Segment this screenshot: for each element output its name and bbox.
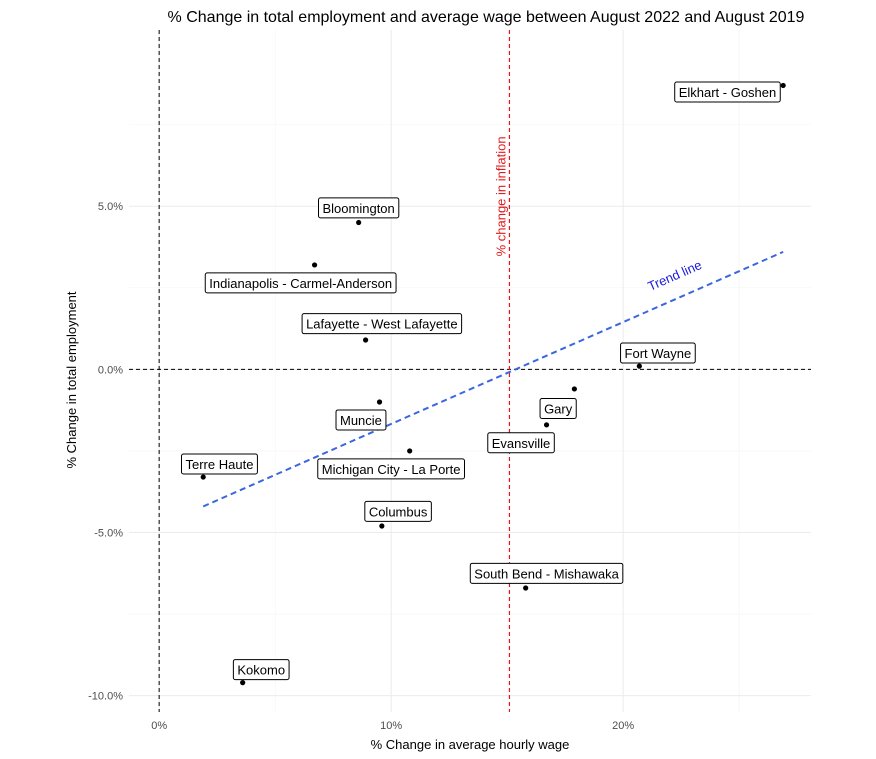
point-label-box [317, 458, 465, 480]
point-label-text: Kokomo [237, 663, 285, 678]
y-tick-label: 0.0% [98, 364, 123, 376]
y-tick-label: -10.0% [88, 691, 123, 703]
point-label-box [318, 197, 400, 219]
x-tick-label: 20% [612, 720, 634, 732]
point-label: Columbus [364, 500, 432, 522]
point-label-box [335, 409, 387, 431]
point-label-text: Lafayette - West Lafayette [306, 317, 458, 332]
data-point [636, 363, 642, 369]
x-tick-label: 0% [151, 720, 167, 732]
reference-lines: % change in inflation [129, 30, 811, 712]
y-axis-title: % Change in total employment [64, 291, 79, 468]
point-label: Muncie [335, 409, 387, 431]
point-label: Bloomington [318, 197, 400, 219]
data-point [543, 422, 550, 428]
y-tick-label: 5.0% [98, 201, 123, 213]
data-point [571, 386, 577, 392]
point-label-box [204, 272, 397, 294]
point-label-box [301, 313, 463, 335]
point-label: Lafayette - West Lafayette [301, 313, 463, 335]
trend-line [202, 250, 784, 508]
point-label: Elkhart - Goshen [674, 81, 781, 103]
point-label-box [181, 453, 258, 475]
inflation-annotation: % change in inflation [493, 136, 508, 256]
point-label: South Bend - Mishawaka [469, 562, 624, 584]
point-label-box [487, 432, 555, 454]
point-label: Terre Haute [181, 453, 258, 475]
point-label-box [620, 342, 696, 364]
point-label: Indianapolis - Carmel-Anderson [204, 272, 397, 294]
point-label-text: Terre Haute [186, 457, 254, 472]
point-label-box [469, 562, 624, 584]
point-label-text: Michigan City - La Porte [322, 462, 461, 477]
data-points [200, 82, 786, 686]
data-point [311, 262, 318, 268]
point-label-box [232, 659, 290, 681]
data-point [780, 82, 786, 89]
point-label-text: Indianapolis - Carmel-Anderson [209, 276, 392, 291]
data-point [376, 399, 383, 405]
point-label-text: Fort Wayne [625, 346, 692, 361]
point-label: Evansville [487, 432, 555, 454]
point-label-text: Columbus [369, 504, 428, 519]
x-tick-label: 10% [380, 720, 402, 732]
point-label: Fort Wayne [620, 342, 696, 364]
point-label-text: Bloomington [323, 201, 395, 216]
point-label: Michigan City - La Porte [317, 458, 465, 480]
point-label-text: Elkhart - Goshen [679, 85, 777, 100]
x-axis-title: % Change in average hourly wage [371, 737, 570, 752]
data-point [523, 585, 529, 591]
point-label: Gary [539, 398, 577, 420]
point-label-box [364, 500, 432, 522]
point-labels: Elkhart - Goshen Bloomington Indianapolis … [181, 81, 781, 681]
axis-ticks: 0% 10% 20% -10.0% -5.0% 0.0% 5.0% [88, 201, 634, 732]
data-point [356, 219, 362, 226]
point-label-text: South Bend - Mishawaka [474, 566, 619, 581]
point-label-box [674, 81, 781, 103]
point-label-box [539, 398, 577, 420]
point-label-text: Evansville [492, 436, 551, 451]
data-point [407, 448, 413, 454]
data-point [363, 337, 369, 343]
y-tick-label: -5.0% [94, 528, 123, 540]
trend-annotation: Trend line [645, 257, 704, 294]
point-label-text: Gary [544, 402, 573, 417]
chart-title: % Change in total employment and average… [168, 9, 805, 26]
data-point [240, 680, 246, 686]
point-label: Kokomo [232, 659, 290, 681]
data-point [200, 474, 206, 480]
data-point [379, 523, 385, 529]
point-label-text: Muncie [340, 413, 382, 428]
grid [129, 30, 811, 712]
